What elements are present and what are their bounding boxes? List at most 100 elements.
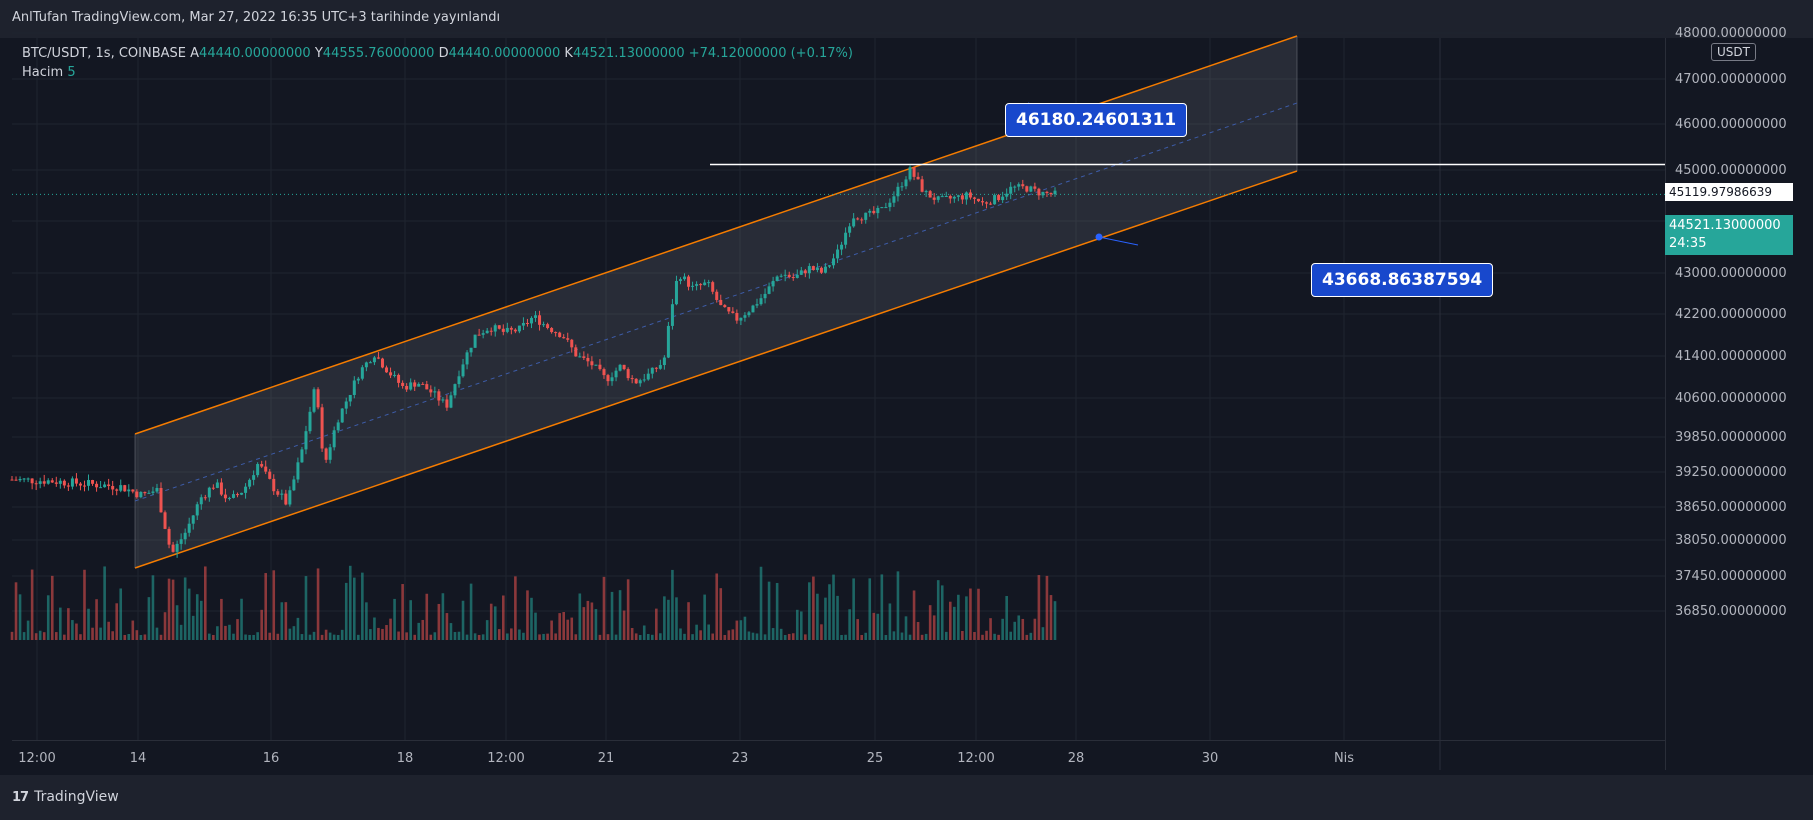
volume-bar	[1037, 575, 1041, 640]
volume-bar	[195, 594, 199, 640]
candle-body	[638, 380, 642, 384]
volume-bar	[103, 566, 106, 640]
channel-lower-line	[134, 170, 1298, 569]
candle-body	[70, 478, 74, 487]
price-unit-badge[interactable]: USDT	[1711, 43, 1756, 61]
candle-body	[139, 492, 143, 498]
candle-body	[284, 493, 288, 505]
volume-bar	[856, 619, 859, 640]
volume-bar	[940, 585, 944, 640]
volume-bar	[139, 635, 143, 640]
price-scale[interactable]	[1665, 38, 1813, 770]
candle-body	[880, 207, 884, 209]
candle-body	[493, 325, 497, 332]
candle-body	[328, 447, 332, 460]
time-scale[interactable]	[12, 740, 1665, 775]
volume-bar	[409, 600, 412, 640]
candle-body	[952, 196, 956, 199]
volume-bar	[155, 627, 159, 640]
volume-bar	[936, 580, 940, 640]
volume-bar	[948, 601, 952, 640]
candle-body	[409, 382, 413, 390]
volume-bar	[896, 571, 900, 640]
candle-body	[231, 494, 235, 498]
candle-body	[856, 218, 860, 220]
lower-channel-callout[interactable]: 43668.86387594	[1311, 263, 1494, 297]
legend-symbol[interactable]: BTC/USDT, 1s, COINBASE	[22, 46, 186, 61]
volume-bar	[461, 600, 465, 640]
volume-bar	[695, 624, 698, 640]
volume-bar	[795, 609, 799, 640]
volume-bar	[735, 620, 739, 640]
candle-body	[799, 270, 803, 275]
volume-bar	[312, 631, 316, 640]
volume-bar	[119, 588, 123, 640]
candle-body	[936, 196, 940, 200]
candle-body	[497, 325, 501, 329]
volume-bar	[18, 594, 22, 640]
publish-banner: AnlTufan TradingView.com, Mar 27, 2022 1…	[0, 0, 1813, 38]
candle-body	[735, 312, 739, 321]
volume-bar	[135, 630, 139, 640]
candle-body	[425, 384, 429, 390]
volume-bar	[916, 621, 920, 640]
volume-bar	[1049, 595, 1053, 640]
candle-body	[159, 487, 163, 513]
candle-body	[525, 322, 529, 324]
candle-body	[501, 328, 505, 332]
candle-body	[264, 466, 268, 472]
volume-bar	[755, 633, 759, 640]
candle-body	[719, 299, 723, 306]
volume-bar	[377, 627, 380, 640]
volume-bar	[751, 632, 755, 640]
candle-body	[151, 491, 155, 493]
volume-bar	[538, 634, 541, 640]
candle-body	[223, 494, 227, 499]
volume-bar	[46, 595, 50, 640]
volume-bar	[1009, 631, 1013, 640]
candle-body	[827, 265, 831, 267]
candle-body	[300, 449, 304, 463]
volume-bar	[622, 610, 626, 640]
candle-body	[187, 523, 191, 533]
volume-bar	[715, 573, 719, 640]
volume-bar	[260, 609, 263, 640]
legend-volume-label[interactable]: Hacim	[22, 65, 64, 80]
volume-bar	[71, 620, 74, 640]
candle-body	[614, 370, 618, 378]
candle-body	[107, 484, 111, 487]
volume-bar	[477, 634, 481, 640]
candle-body	[191, 515, 195, 524]
volume-bar	[336, 634, 340, 640]
price-tick-label: 39850.00000000	[1675, 430, 1787, 445]
candle-body	[437, 391, 441, 401]
candle-body	[481, 333, 485, 335]
volume-bar	[534, 612, 537, 640]
candle-body	[864, 212, 868, 220]
candle-body	[1053, 190, 1057, 195]
candle-body	[227, 497, 231, 499]
candle-body	[42, 481, 46, 484]
candle-body	[529, 317, 533, 324]
volume-bar	[147, 597, 151, 640]
price-tick-label: 46000.00000000	[1675, 117, 1787, 132]
tradingview-brand[interactable]: 17 TradingView	[12, 789, 119, 805]
candle-body	[1025, 186, 1029, 192]
candle-body	[380, 358, 384, 368]
candle-body	[570, 339, 574, 348]
volume-bar	[393, 598, 396, 640]
volume-bar	[167, 578, 171, 640]
volume-bar	[340, 629, 344, 640]
volume-bar	[667, 599, 670, 640]
volume-bar	[127, 633, 131, 640]
candle-body	[441, 399, 445, 401]
candle-body	[562, 337, 566, 339]
chart-pane[interactable]	[12, 38, 1665, 770]
volume-bar	[691, 634, 694, 640]
candle-body	[38, 481, 42, 484]
volume-bar	[385, 625, 388, 640]
candle-body	[795, 274, 799, 278]
upper-channel-callout[interactable]: 46180.24601311	[1005, 103, 1188, 137]
volume-bar	[429, 634, 433, 640]
